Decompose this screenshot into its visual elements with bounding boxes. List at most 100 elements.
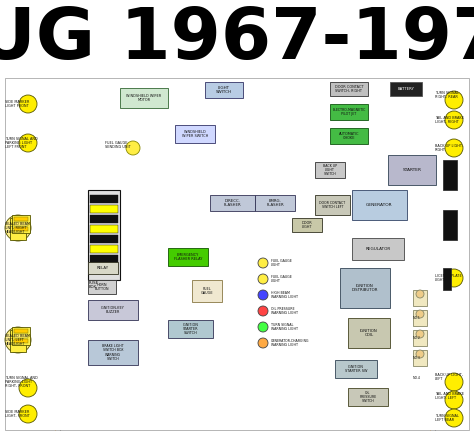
Bar <box>88 300 138 320</box>
Text: BATTERY: BATTERY <box>398 87 414 91</box>
Text: IGNITION
STARTER
SWITCH: IGNITION STARTER SWITCH <box>182 323 199 335</box>
Text: DOOR CONTACT
SWITCH LEFT: DOOR CONTACT SWITCH LEFT <box>319 201 346 209</box>
Bar <box>168 248 208 266</box>
Text: IGNITION
STARTER SW: IGNITION STARTER SW <box>345 365 367 373</box>
Bar <box>443 160 457 190</box>
Bar <box>90 225 118 233</box>
Text: NO.2: NO.2 <box>413 336 421 340</box>
Bar <box>413 310 427 326</box>
Bar <box>210 195 255 211</box>
Bar <box>315 162 345 178</box>
Bar <box>340 268 390 308</box>
Circle shape <box>258 258 268 268</box>
Bar <box>88 262 118 274</box>
Text: FUEL GAUGE
LIGHT: FUEL GAUGE LIGHT <box>271 275 292 283</box>
Bar <box>88 190 120 280</box>
Text: TURN SIGNAL
LEFT REAR: TURN SIGNAL LEFT REAR <box>435 414 459 422</box>
Text: WINDSHIELD WIPER
MOTOR: WINDSHIELD WIPER MOTOR <box>127 94 162 102</box>
Bar <box>443 268 451 290</box>
Text: HIGH BEAM
WARNING LIGHT: HIGH BEAM WARNING LIGHT <box>271 291 298 299</box>
Circle shape <box>19 379 37 397</box>
Bar <box>12 215 30 233</box>
Bar <box>330 82 368 96</box>
Text: WINDSHIELD
WIPER SWITCH: WINDSHIELD WIPER SWITCH <box>182 130 208 138</box>
Text: IGNITION
DISTRIBUTOR: IGNITION DISTRIBUTOR <box>352 284 378 292</box>
Bar <box>88 340 138 365</box>
Bar <box>192 280 222 302</box>
Text: EMERGENCY
FLASHER RELAY: EMERGENCY FLASHER RELAY <box>174 253 202 261</box>
Circle shape <box>445 373 463 391</box>
Bar <box>90 255 118 263</box>
Bar <box>315 195 350 215</box>
Text: TURN SIGNAL AND
PARKING LIGHT
RIGHT, FRONT: TURN SIGNAL AND PARKING LIGHT RIGHT, FRO… <box>5 376 38 388</box>
Text: FUSE
BOX: FUSE BOX <box>89 281 99 289</box>
Text: GENERATOR-CHARGING
WARNING LIGHT: GENERATOR-CHARGING WARNING LIGHT <box>271 339 310 347</box>
Bar <box>10 218 26 240</box>
Bar <box>335 360 377 378</box>
Text: FUEL GAUGE
LIGHT: FUEL GAUGE LIGHT <box>271 259 292 267</box>
Bar <box>14 227 28 231</box>
Bar <box>14 222 28 226</box>
Text: TAIL AND BRAKE
LIGHT, LEFT: TAIL AND BRAKE LIGHT, LEFT <box>435 392 464 400</box>
Text: TURN SIGNAL
RIGHT, REAR: TURN SIGNAL RIGHT, REAR <box>435 91 459 99</box>
Circle shape <box>445 91 463 109</box>
Text: SEALED BEAM
UNIT, LEFT
HEADLIGHT: SEALED BEAM UNIT, LEFT HEADLIGHT <box>5 334 30 346</box>
Bar <box>14 339 28 343</box>
Bar <box>90 245 118 253</box>
Circle shape <box>126 141 140 155</box>
Bar <box>292 218 322 232</box>
Bar <box>90 265 118 273</box>
Text: LIGHT
SWITCH: LIGHT SWITCH <box>216 86 232 94</box>
Bar <box>14 217 28 221</box>
Text: NO.4: NO.4 <box>413 376 421 380</box>
Text: BUG 1967-1971: BUG 1967-1971 <box>0 6 474 74</box>
Circle shape <box>416 290 424 298</box>
Text: FUEL GAUGE
SENDING UNIT: FUEL GAUGE SENDING UNIT <box>105 141 131 149</box>
Text: TAIL AND BRAKE
LIGHT, RIGHT: TAIL AND BRAKE LIGHT, RIGHT <box>435 116 464 124</box>
Bar <box>443 210 457 240</box>
Bar <box>205 82 243 98</box>
Text: DOOR
LIGHT: DOOR LIGHT <box>301 221 312 229</box>
Bar <box>413 350 427 366</box>
Bar <box>14 329 28 333</box>
Bar <box>168 320 213 338</box>
Text: SIDE MARKER
LIGHT, FRONT: SIDE MARKER LIGHT, FRONT <box>5 410 30 418</box>
Text: BACK-UP LIGHT,
LEFT: BACK-UP LIGHT, LEFT <box>435 373 463 381</box>
Text: OIL
PRESSURE
SWITCH: OIL PRESSURE SWITCH <box>359 391 376 403</box>
Circle shape <box>19 405 37 423</box>
Bar <box>348 318 390 348</box>
Text: TURN SIGNAL AND
PARKING LIGHT
LEFT FRONT: TURN SIGNAL AND PARKING LIGHT LEFT FRONT <box>5 137 38 149</box>
Circle shape <box>19 134 37 152</box>
Bar <box>330 128 368 144</box>
Bar <box>120 88 168 108</box>
Text: REGULATOR: REGULATOR <box>365 247 391 251</box>
Bar <box>390 82 422 96</box>
Circle shape <box>19 95 37 113</box>
Text: GENERATOR: GENERATOR <box>366 203 393 207</box>
Bar <box>5 78 469 430</box>
Text: BACK UP LIGHT,
RIGHT: BACK UP LIGHT, RIGHT <box>435 144 463 152</box>
Bar <box>88 280 116 294</box>
Bar <box>90 205 118 213</box>
Circle shape <box>258 322 268 332</box>
Text: LICENSE PLATE
LIGHT: LICENSE PLATE LIGHT <box>435 274 462 282</box>
Circle shape <box>445 111 463 129</box>
Bar <box>352 190 407 220</box>
Text: NO.1: NO.1 <box>413 316 421 320</box>
Bar <box>388 155 436 185</box>
Bar <box>90 235 118 243</box>
Text: DIRECC.
FLASHER: DIRECC. FLASHER <box>224 199 241 207</box>
Text: RELAY: RELAY <box>97 266 109 270</box>
Bar <box>413 330 427 346</box>
Bar <box>255 195 295 211</box>
Circle shape <box>5 327 31 353</box>
Text: SIDE MARKER
LIGHT FRONT: SIDE MARKER LIGHT FRONT <box>5 100 29 108</box>
Text: SEALED BEAM
UNIT, RIGHT
HEADLIGHT: SEALED BEAM UNIT, RIGHT HEADLIGHT <box>5 222 30 234</box>
Bar <box>352 238 404 260</box>
Bar <box>330 104 368 120</box>
Bar <box>10 330 26 352</box>
Circle shape <box>258 306 268 316</box>
Bar <box>12 327 30 345</box>
Text: ELECTRO-MAGNETIC
PILOT JET: ELECTRO-MAGNETIC PILOT JET <box>332 108 365 116</box>
Text: EMRG.
FLASHER: EMRG. FLASHER <box>266 199 284 207</box>
